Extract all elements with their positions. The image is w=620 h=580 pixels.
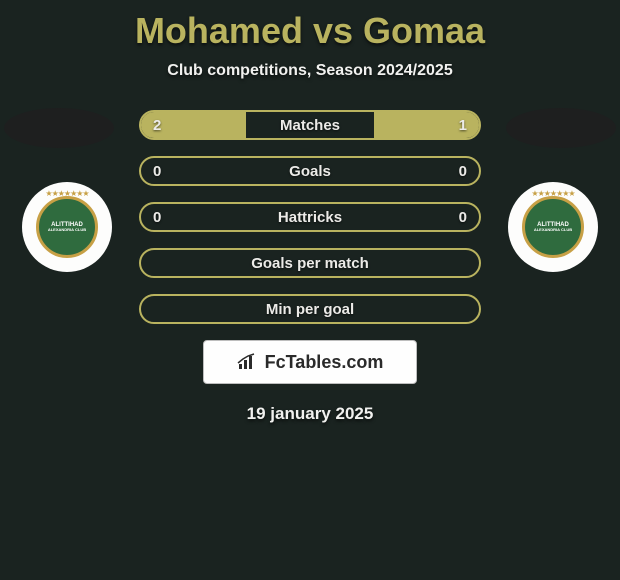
stat-row: Goals per match (139, 248, 481, 278)
stat-value-left: 0 (153, 209, 161, 226)
stat-row: 2 1 Matches (139, 110, 481, 140)
stars-icon: ★★★★★★★ (45, 189, 88, 198)
watermark-text: FcTables.com (265, 352, 384, 373)
date-text: 19 january 2025 (0, 404, 620, 424)
bar-chart-icon (237, 353, 259, 371)
club-badge-left-text: ALITTIHAD ALEXANDRIA CLUB (48, 222, 86, 232)
stat-label: Hattricks (278, 209, 342, 226)
club-badge-left: ★★★★★★★ ALITTIHAD ALEXANDRIA CLUB (22, 182, 112, 272)
stat-row: 0 0 Hattricks (139, 202, 481, 232)
stat-label: Goals (289, 163, 331, 180)
stars-icon: ★★★★★★★ (531, 189, 574, 198)
stat-row: 0 0 Goals (139, 156, 481, 186)
stat-value-right: 0 (459, 163, 467, 180)
club-badge-right-inner: ★★★★★★★ ALITTIHAD ALEXANDRIA CLUB (522, 196, 584, 258)
stat-value-right: 0 (459, 209, 467, 226)
watermark: FcTables.com (203, 340, 417, 384)
stat-label: Min per goal (266, 301, 354, 318)
stat-value-left: 0 (153, 163, 161, 180)
flag-right (506, 108, 616, 148)
club-badge-left-inner: ★★★★★★★ ALITTIHAD ALEXANDRIA CLUB (36, 196, 98, 258)
club-name-line2: ALEXANDRIA CLUB (534, 228, 572, 232)
club-name-line2: ALEXANDRIA CLUB (48, 228, 86, 232)
stat-label: Matches (280, 117, 340, 134)
flag-left (4, 108, 114, 148)
stats-table: 2 1 Matches 0 0 Goals 0 0 Hattricks Goals per mat… (139, 110, 481, 324)
subtitle: Club competitions, Season 2024/2025 (0, 62, 620, 80)
stat-value-left: 2 (153, 117, 161, 134)
stat-value-right: 1 (459, 117, 467, 134)
comparison-area: ★★★★★★★ ALITTIHAD ALEXANDRIA CLUB ★★★★★★… (0, 110, 620, 324)
club-badge-right-text: ALITTIHAD ALEXANDRIA CLUB (534, 222, 572, 232)
stat-row: Min per goal (139, 294, 481, 324)
page-title: Mohamed vs Gomaa (0, 10, 620, 52)
club-badge-right: ★★★★★★★ ALITTIHAD ALEXANDRIA CLUB (508, 182, 598, 272)
infographic-root: Mohamed vs Gomaa Club competitions, Seas… (0, 0, 620, 424)
stat-label: Goals per match (251, 255, 369, 272)
